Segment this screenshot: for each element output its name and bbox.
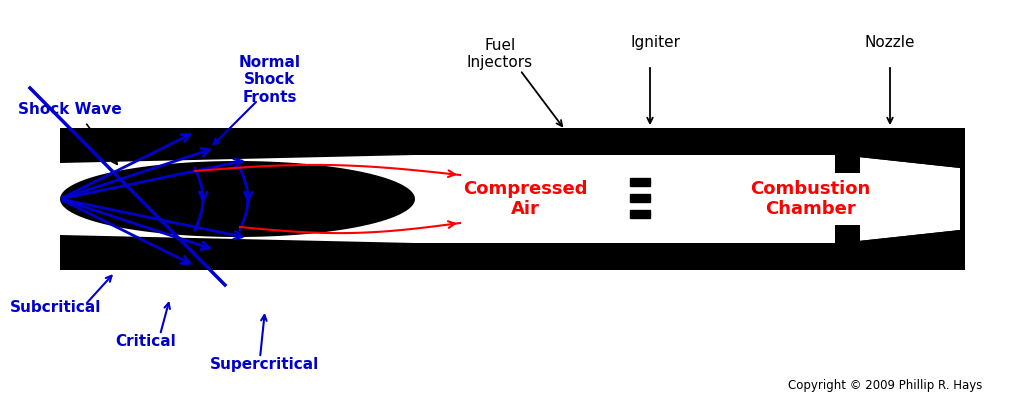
Polygon shape xyxy=(840,128,961,168)
Polygon shape xyxy=(60,161,415,237)
Text: Combustion
Chamber: Combustion Chamber xyxy=(750,179,870,219)
Text: Supercritical: Supercritical xyxy=(210,357,319,373)
Bar xyxy=(630,194,650,202)
Polygon shape xyxy=(60,128,961,270)
Text: Copyright © 2009 Phillip R. Hays: Copyright © 2009 Phillip R. Hays xyxy=(787,378,982,392)
Polygon shape xyxy=(835,155,860,173)
Text: Normal
Shock
Fronts: Normal Shock Fronts xyxy=(239,55,301,105)
Text: Fuel
Injectors: Fuel Injectors xyxy=(467,38,534,70)
Text: Compressed
Air: Compressed Air xyxy=(463,179,587,219)
Polygon shape xyxy=(961,128,965,270)
Text: Shock Wave: Shock Wave xyxy=(18,103,122,117)
Polygon shape xyxy=(840,230,961,270)
Polygon shape xyxy=(60,155,961,243)
Text: Subcritical: Subcritical xyxy=(10,300,101,316)
Text: Nozzle: Nozzle xyxy=(864,35,915,50)
Bar xyxy=(630,210,650,218)
Text: Igniter: Igniter xyxy=(630,35,680,50)
Text: Critical: Critical xyxy=(115,334,176,349)
Bar xyxy=(630,178,650,186)
Polygon shape xyxy=(835,225,860,243)
